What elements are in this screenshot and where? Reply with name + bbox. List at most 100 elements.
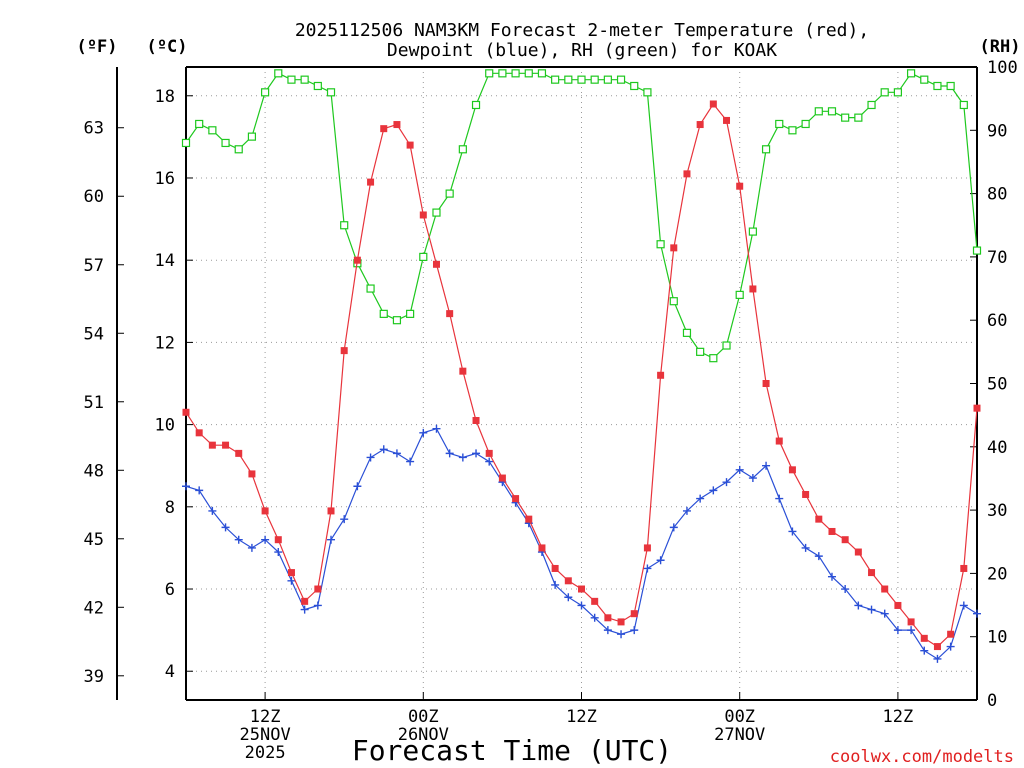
x-tick-year-label: 2025 (245, 743, 286, 763)
celsius-tick-label: 6 (165, 580, 175, 600)
rh-point (735, 290, 744, 299)
dewpoint-point (590, 613, 599, 622)
temperature-point (314, 585, 322, 593)
dewpoint-point (682, 506, 691, 515)
temperature-point (353, 256, 361, 264)
chart-title-line1: 2025112506 NAM3KM Forecast 2-meter Tempe… (295, 20, 869, 41)
temperature-point (327, 507, 335, 515)
rh-point (234, 145, 243, 154)
temperature-point (208, 441, 216, 449)
temperature-point (512, 495, 520, 503)
rh-point (208, 126, 217, 135)
temperature-point (578, 585, 585, 593)
rh-point (511, 69, 520, 78)
temperature-point (841, 536, 849, 544)
dewpoint-point (735, 465, 744, 474)
rh-point (748, 227, 757, 236)
rh-point (485, 69, 494, 78)
temperature-point (868, 569, 876, 577)
x-tick-label: 00Z (724, 707, 755, 727)
rh-point (181, 138, 191, 148)
temperature-point (248, 470, 256, 478)
rh-point (933, 81, 942, 91)
dewpoint-line (185, 427, 978, 660)
temperature-point (920, 634, 928, 642)
dewpoint-point (485, 457, 494, 466)
rh-point (590, 75, 599, 84)
rh-point (682, 328, 692, 337)
rh-point (379, 309, 388, 318)
dewpoint-point (392, 449, 401, 458)
rh-point (761, 145, 771, 154)
rh-point (537, 69, 547, 78)
rh-point (445, 189, 454, 198)
dewpoint-point (643, 564, 652, 573)
dewpoint-point (656, 556, 665, 565)
dewpoint-series (182, 424, 981, 663)
temperature-point (617, 618, 625, 626)
rh-point (775, 119, 784, 129)
rh-point (709, 354, 718, 363)
rh-point (801, 119, 810, 129)
rh-point (867, 100, 876, 110)
temperature-point (551, 564, 559, 572)
temperature-point (472, 416, 480, 424)
rh-point (524, 69, 533, 78)
rh-point (326, 88, 336, 97)
dewpoint-point (748, 474, 757, 483)
temperature-point (432, 260, 440, 268)
temperature-point (683, 170, 691, 178)
x-tick-label: 12Z (250, 707, 281, 727)
dewpoint-point (603, 626, 612, 635)
dewpoint-point (617, 630, 626, 639)
rh-point (392, 316, 402, 325)
rh-point (406, 309, 415, 318)
dewpoint-point (814, 552, 823, 561)
dewpoint-point (406, 457, 415, 466)
temperature-point (380, 125, 388, 133)
temperature-point (591, 597, 599, 605)
fahrenheit-tick-label: 57 (84, 256, 104, 276)
x-tick-label: 12Z (883, 707, 914, 727)
x-tick-date-label: 26NOV (398, 725, 449, 745)
temperature-point (947, 630, 955, 638)
celsius-tick-label: 14 (155, 251, 175, 271)
chart-title: 2025112506 NAM3KM Forecast 2-meter Tempe… (295, 20, 869, 61)
rh-tick-label: 100 (987, 58, 1018, 78)
x-tick-label: 12Z (566, 707, 597, 727)
series-layer (181, 69, 982, 663)
x-axis-title: Forecast Time (UTC) (352, 734, 672, 767)
rh-series (181, 69, 982, 363)
temperature-point (815, 515, 823, 523)
rh-point (471, 100, 481, 110)
rh-point (906, 69, 916, 78)
dewpoint-point (788, 527, 797, 536)
temperature-point (828, 527, 836, 535)
temperature-point (222, 441, 230, 449)
temperature-point (564, 577, 572, 585)
temperature-point (419, 211, 427, 219)
temperature-series (182, 100, 981, 651)
rh-point (920, 75, 929, 84)
dewpoint-point (366, 453, 375, 462)
dewpoint-point (340, 515, 349, 524)
temperature-point (762, 380, 770, 387)
dewpoint-point (827, 572, 836, 581)
rh-point (841, 113, 850, 122)
rh-point (195, 119, 204, 129)
dewpoint-point (696, 494, 705, 503)
dewpoint-point (419, 428, 428, 437)
dewpoint-point (313, 601, 322, 610)
dewpoint-point (867, 605, 876, 614)
dewpoint-point (722, 478, 731, 487)
rh-tick-label: 70 (987, 248, 1007, 268)
rh-point (630, 81, 639, 91)
rh-point (722, 341, 731, 350)
fahrenheit-tick-label: 63 (84, 119, 104, 139)
dewpoint-point (920, 646, 929, 655)
fahrenheit-tick-label: 39 (84, 667, 104, 687)
x-tick-label: 00Z (408, 707, 439, 727)
dewpoint-point (946, 642, 955, 651)
dewpoint-point (564, 593, 573, 602)
rh-tick-label: 40 (987, 438, 1007, 458)
